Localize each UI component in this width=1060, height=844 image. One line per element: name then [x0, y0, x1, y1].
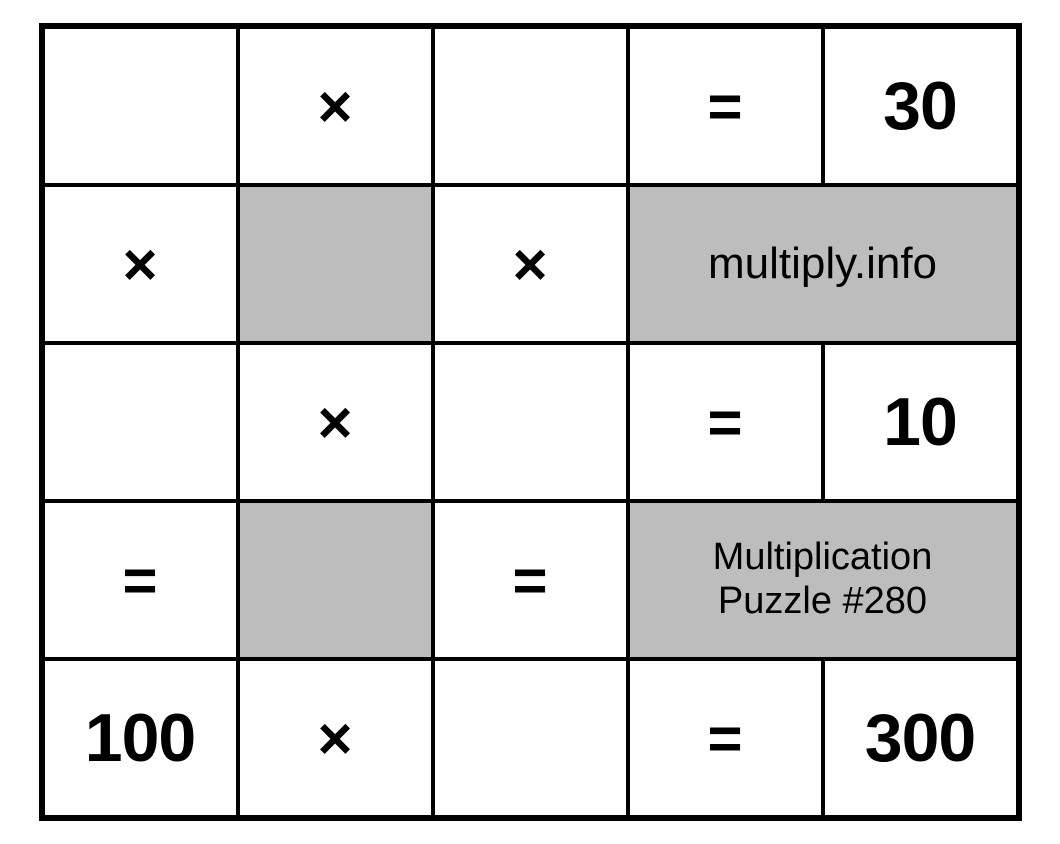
cell-r2c3: = — [628, 343, 823, 501]
cell-r3c0: = — [43, 501, 238, 659]
cell-r1c2: × — [433, 185, 628, 343]
cell-r1c0: × — [43, 185, 238, 343]
cell-r4c0: 100 — [43, 659, 238, 817]
cell-r2c2[interactable] — [433, 343, 628, 501]
cell-r0c1: × — [238, 27, 433, 185]
cell-r4c4: 300 — [823, 659, 1018, 817]
cell-r0c0[interactable] — [43, 27, 238, 185]
puzzle-title: Multiplication Puzzle #280 — [628, 501, 1018, 659]
cell-r4c3: = — [628, 659, 823, 817]
cell-r3c1 — [238, 501, 433, 659]
cell-r0c3: = — [628, 27, 823, 185]
cell-r2c4: 10 — [823, 343, 1018, 501]
cell-r3c2: = — [433, 501, 628, 659]
cell-r4c2[interactable] — [433, 659, 628, 817]
cell-r2c0[interactable] — [43, 343, 238, 501]
cell-r2c1: × — [238, 343, 433, 501]
brand-label: multiply.info — [628, 185, 1018, 343]
cell-r0c2[interactable] — [433, 27, 628, 185]
puzzle-grid: × = 30 × × multiply.info × = 10 = = Mult… — [39, 23, 1022, 821]
cell-r1c1 — [238, 185, 433, 343]
cell-r4c1: × — [238, 659, 433, 817]
cell-r0c4: 30 — [823, 27, 1018, 185]
